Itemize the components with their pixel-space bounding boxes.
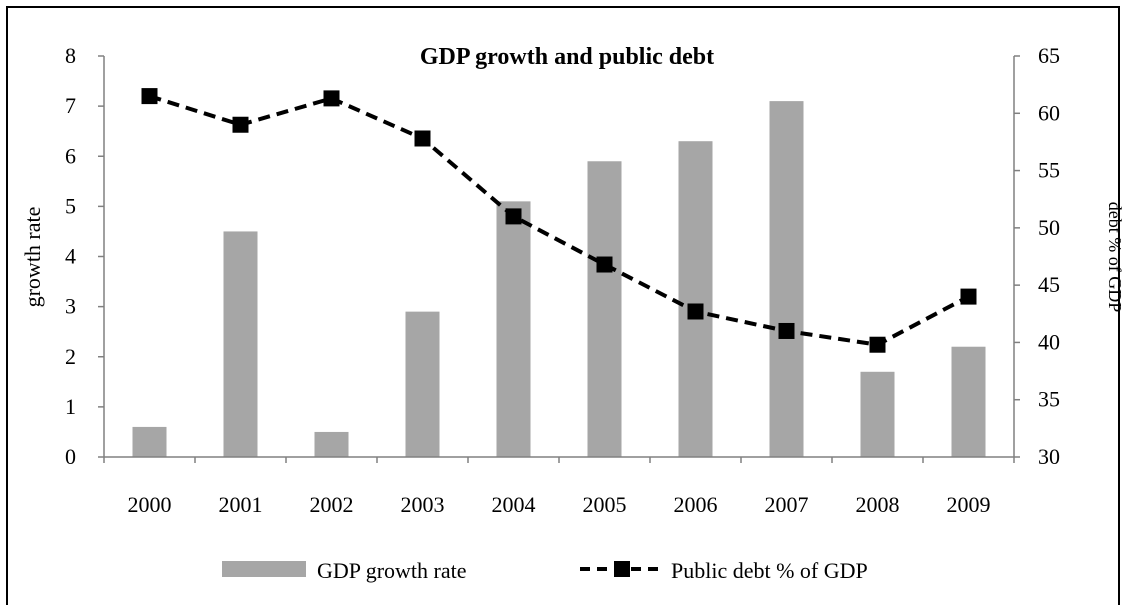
- y-tick-label: 0: [65, 444, 76, 469]
- x-tick-label-2008: 2008: [856, 492, 900, 517]
- x-tick-label-2000: 2000: [128, 492, 172, 517]
- x-tick-label-2003: 2003: [401, 492, 445, 517]
- y-axis-title: growth rate: [20, 207, 45, 308]
- debt-marker-2008: [869, 336, 886, 353]
- y2-tick-label: 30: [1038, 444, 1060, 469]
- bar-2009: [951, 346, 986, 457]
- x-tick-label-2002: 2002: [310, 492, 354, 517]
- y2-tick-label: 60: [1038, 100, 1060, 125]
- axes: [98, 55, 1020, 463]
- y-tick-label: 7: [65, 93, 76, 118]
- debt-marker-2003: [414, 130, 431, 147]
- bar-2005: [587, 161, 622, 457]
- bar-2001: [223, 231, 258, 457]
- y-tick-label: 6: [65, 143, 76, 168]
- debt-line: [148, 94, 970, 347]
- y2-tick-label: 55: [1038, 158, 1060, 183]
- debt-marker-2009: [960, 288, 977, 305]
- bar-2007: [769, 101, 804, 458]
- y2-tick-label: 35: [1038, 387, 1060, 412]
- legend-line-marker: [614, 561, 630, 577]
- x-tick-label-2006: 2006: [674, 492, 718, 517]
- bar-2004: [496, 201, 531, 457]
- debt-marker-2001: [232, 116, 249, 133]
- y2-tick-label: 40: [1038, 329, 1060, 354]
- legend: GDP growth rate Public debt % of GDP: [222, 558, 868, 583]
- y-tick-label: 5: [65, 193, 76, 218]
- debt-marker-2006: [687, 303, 704, 320]
- bar-2006: [678, 141, 713, 457]
- y-tick-label: 3: [65, 294, 76, 319]
- y2-tick-label: 45: [1038, 272, 1060, 297]
- bar-2008: [860, 371, 895, 457]
- debt-marker-2002: [323, 90, 340, 107]
- x-tick-label-2005: 2005: [583, 492, 627, 517]
- legend-bar-swatch: [222, 561, 306, 577]
- x-tick-label-2004: 2004: [492, 492, 536, 517]
- chart-title: GDP growth and public debt: [420, 44, 714, 70]
- chart-frame: [6, 6, 1120, 605]
- y2-tick-label: 50: [1038, 215, 1060, 240]
- debt-marker-2000: [141, 88, 158, 105]
- y2-axis-title: debt % of GDP: [1105, 202, 1125, 313]
- y2-tick-label: 65: [1038, 43, 1060, 68]
- legend-line-label: Public debt % of GDP: [671, 558, 868, 583]
- bar-2003: [405, 311, 440, 457]
- y-tick-label: 2: [65, 344, 76, 369]
- line-series: [141, 88, 977, 353]
- legend-bar-label: GDP growth rate: [317, 558, 467, 583]
- debt-marker-2005: [596, 256, 613, 273]
- debt-marker-2004: [505, 208, 522, 225]
- debt-marker-2007: [778, 322, 795, 339]
- y-tick-label: 4: [65, 244, 76, 269]
- y-tick-label: 1: [65, 394, 76, 419]
- bar-2002: [314, 431, 349, 457]
- x-tick-label-2009: 2009: [947, 492, 991, 517]
- bar-series: [132, 101, 986, 458]
- bar-2000: [132, 426, 167, 457]
- x-tick-label-2001: 2001: [219, 492, 263, 517]
- x-tick-label-2007: 2007: [765, 492, 809, 517]
- y-tick-label: 8: [65, 43, 76, 68]
